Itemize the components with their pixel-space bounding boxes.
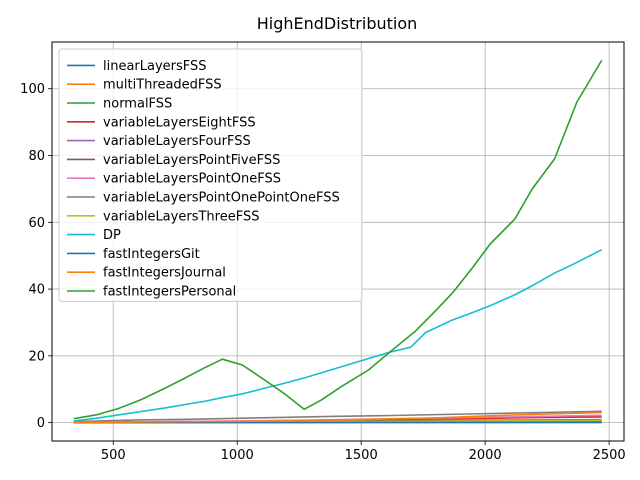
x-tick-label: 500: [101, 448, 126, 463]
y-tick-label: 100: [20, 82, 45, 97]
legend-label: variableLayersPointOneFSS: [103, 172, 281, 187]
y-tick-label: 0: [37, 416, 45, 431]
series-line-12: [73, 59, 603, 420]
axis-ticks: 500 1000 1500 2000 2500 0 20 40 60 80 100: [20, 82, 625, 463]
x-tick-label: 2000: [469, 448, 502, 463]
x-tick-label: 2500: [593, 448, 626, 463]
legend-label: normalFSS: [103, 97, 172, 112]
x-tick-label: 1000: [221, 448, 254, 463]
y-tick-label: 60: [28, 216, 45, 231]
chart-title: HighEndDistribution: [257, 14, 418, 33]
legend-label: linearLayersFSS: [103, 59, 207, 74]
series-line-11: [73, 411, 602, 424]
legend-label: variableLayersFourFSS: [103, 134, 251, 149]
legend-label: multiThreadedFSS: [103, 78, 222, 93]
legend: linearLayersFSS multiThreadedFSS normalFSS…: [58, 48, 363, 302]
y-tick-label: 80: [28, 149, 45, 164]
legend-label: fastIntegersPersonal: [103, 285, 236, 300]
legend-label: DP: [103, 228, 121, 243]
legend-box: [58, 48, 363, 302]
legend-label: variableLayersPointFiveFSS: [103, 153, 280, 168]
y-tick-label: 40: [28, 283, 45, 298]
legend-label: variableLayersPointOnePointOneFSS: [103, 191, 340, 206]
series-line-9: [73, 248, 603, 422]
x-tick-label: 1500: [345, 448, 378, 463]
legend-label: variableLayersEightFSS: [103, 115, 256, 130]
series-lines: [73, 59, 603, 424]
series-line-7: [73, 410, 602, 423]
legend-label: fastIntegersGit: [103, 247, 200, 262]
plot-frame: [51, 41, 625, 442]
legend-label: fastIntegersJournal: [103, 266, 226, 281]
y-tick-label: 20: [28, 349, 45, 364]
legend-label: variableLayersThreeFSS: [103, 209, 259, 224]
